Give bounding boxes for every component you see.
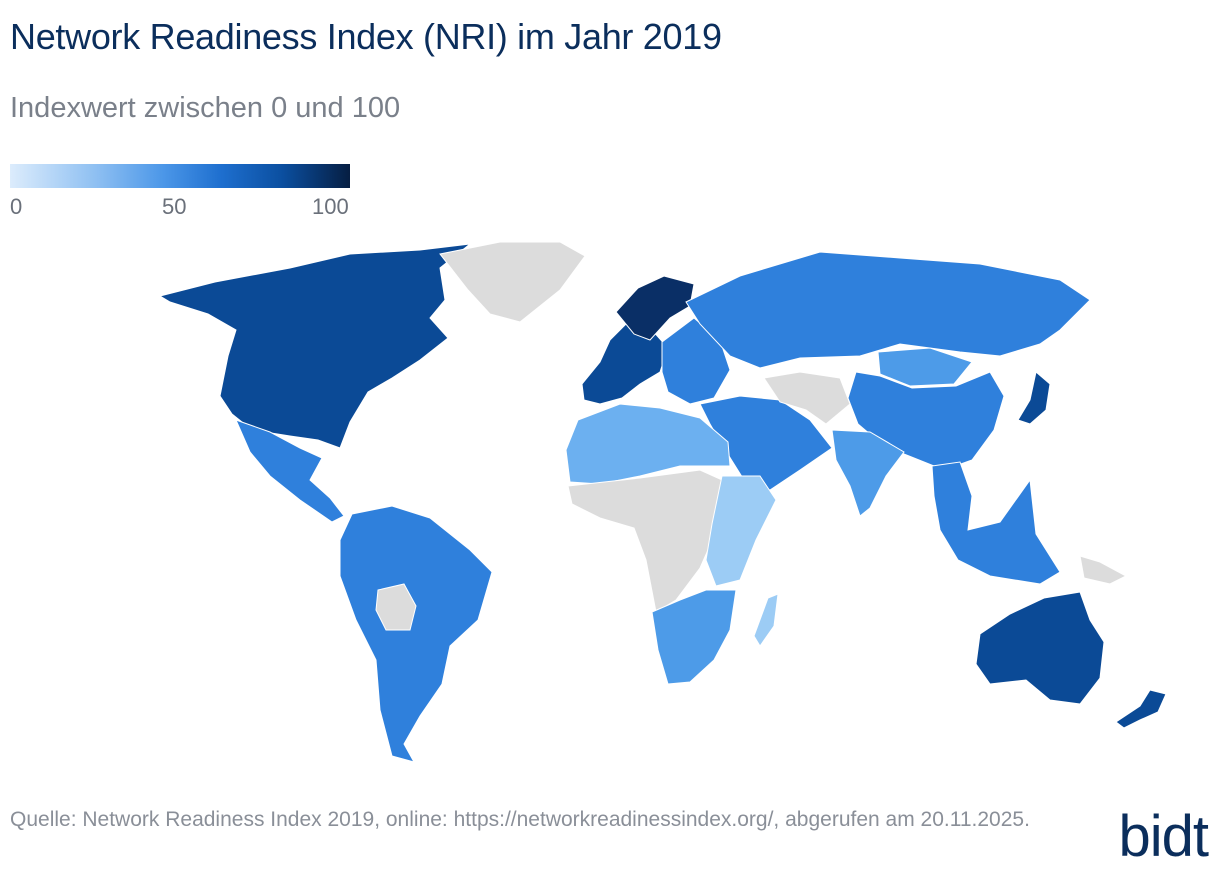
region-north-africa: Nordafrika: [565, 403, 731, 485]
region-south-east-asia: Südostasien: [931, 461, 1061, 585]
legend-gradient-bar: [10, 164, 350, 188]
region-central-africa: Zentralafrika: [567, 469, 741, 613]
region-mongolia: Mongolei: [877, 347, 973, 387]
region-south-america: Südamerika: [339, 505, 493, 763]
region-greenland: Grönland: [439, 241, 586, 323]
bidt-logo: bidt: [1118, 804, 1209, 869]
source-note: Quelle: Network Readiness Index 2019, on…: [10, 808, 1030, 831]
legend-tick-min: 0: [10, 194, 23, 219]
region-central-america: Mittelamerika: [235, 419, 345, 523]
region-central-asia: Zentralasien: [763, 371, 851, 425]
legend-tick-max: 100: [312, 194, 349, 219]
region-southern-africa: Südliches Afrika: [651, 589, 737, 685]
region-east-africa: Ostafrika: [705, 475, 777, 587]
region-papua-new-guinea: Papua-Neuguinea: [1079, 555, 1128, 585]
chart-title: Network Readiness Index (NRI) im Jahr 20…: [10, 16, 722, 57]
region-russia: Russland: [685, 251, 1091, 369]
region-bolivia: Bolivien: [375, 583, 417, 631]
region-north-america: Nordamerika: [158, 243, 472, 449]
world-map: Nordamerika Grönland Mittelamerika Südam…: [158, 241, 1167, 763]
region-india: Indien: [831, 429, 905, 517]
region-japan: Japan: [1017, 371, 1051, 425]
region-australia: Australien: [975, 591, 1105, 705]
color-legend: 0 50 100: [10, 164, 350, 220]
region-new-zealand: Neuseeland: [1115, 689, 1167, 729]
legend-tick-mid: 50: [162, 194, 187, 219]
region-madagascar: Madagaskar: [753, 593, 779, 647]
chart-subtitle: Indexwert zwischen 0 und 100: [10, 92, 401, 124]
